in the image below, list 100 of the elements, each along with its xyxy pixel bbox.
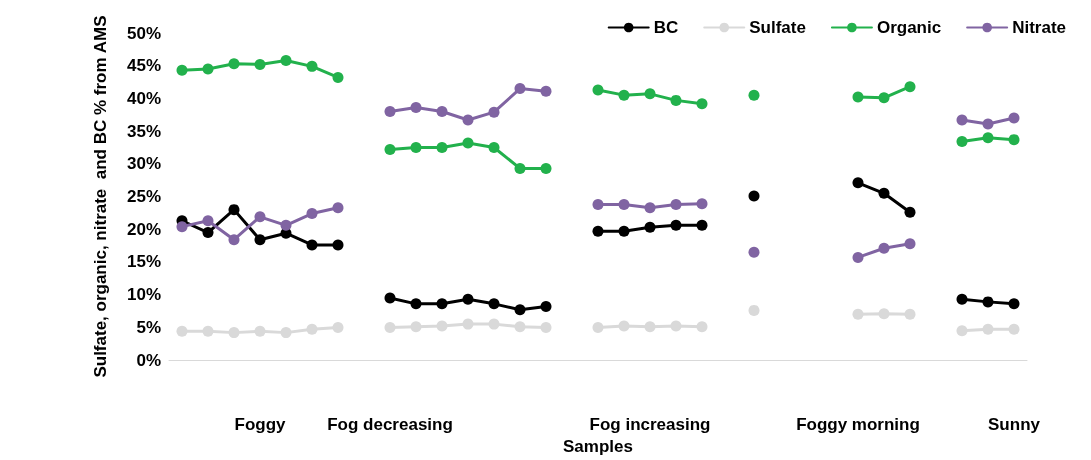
point bbox=[540, 85, 552, 97]
point bbox=[618, 89, 630, 101]
point bbox=[592, 321, 604, 333]
point bbox=[462, 318, 474, 330]
point bbox=[332, 239, 344, 251]
point bbox=[748, 190, 760, 202]
y-tick-label: 40% bbox=[126, 88, 161, 108]
legend-label: Sulfate bbox=[749, 18, 806, 37]
point bbox=[228, 58, 240, 70]
point bbox=[592, 225, 604, 237]
point bbox=[1008, 298, 1020, 310]
point bbox=[696, 198, 708, 210]
point bbox=[670, 94, 682, 106]
point bbox=[384, 143, 396, 155]
point bbox=[202, 63, 214, 75]
y-tick-label: 25% bbox=[126, 187, 161, 207]
point bbox=[280, 54, 292, 66]
point bbox=[462, 114, 474, 126]
point bbox=[540, 321, 552, 333]
point bbox=[852, 251, 864, 263]
point bbox=[176, 221, 188, 233]
point bbox=[644, 88, 656, 100]
point bbox=[254, 211, 266, 223]
point bbox=[228, 204, 240, 216]
point bbox=[254, 234, 266, 246]
point bbox=[904, 81, 916, 93]
point bbox=[618, 320, 630, 332]
point bbox=[410, 298, 422, 310]
y-tick-label: 0% bbox=[136, 350, 161, 370]
point bbox=[1008, 323, 1020, 335]
point bbox=[878, 187, 890, 199]
point bbox=[436, 141, 448, 153]
point bbox=[176, 64, 188, 76]
point bbox=[904, 238, 916, 250]
point bbox=[410, 141, 422, 153]
point bbox=[956, 293, 968, 305]
x-tick-label: Sunny bbox=[988, 415, 1041, 435]
point bbox=[280, 327, 292, 339]
point bbox=[592, 84, 604, 96]
x-tick-label: Fog decreasing bbox=[327, 415, 453, 435]
point bbox=[696, 98, 708, 110]
point bbox=[228, 234, 240, 246]
point bbox=[540, 162, 552, 174]
point bbox=[644, 221, 656, 233]
point bbox=[280, 219, 292, 231]
point bbox=[332, 71, 344, 83]
point bbox=[852, 91, 864, 103]
point bbox=[956, 136, 968, 148]
y-tick-label: 15% bbox=[126, 252, 161, 272]
point bbox=[982, 118, 994, 130]
point bbox=[254, 325, 266, 337]
point bbox=[514, 304, 526, 316]
point bbox=[176, 325, 188, 337]
point bbox=[488, 141, 500, 153]
point bbox=[488, 318, 500, 330]
point bbox=[852, 308, 864, 320]
point bbox=[332, 321, 344, 333]
point bbox=[592, 198, 604, 210]
point bbox=[488, 106, 500, 118]
point bbox=[202, 325, 214, 337]
point bbox=[618, 198, 630, 210]
point bbox=[514, 321, 526, 333]
point bbox=[228, 327, 240, 339]
legend-label: Nitrate bbox=[1012, 18, 1067, 37]
point bbox=[878, 242, 890, 254]
point bbox=[852, 177, 864, 189]
point bbox=[748, 89, 760, 101]
point bbox=[254, 58, 266, 70]
point bbox=[410, 102, 422, 114]
legend-label: BC bbox=[653, 18, 679, 37]
point bbox=[462, 137, 474, 149]
point bbox=[202, 215, 214, 227]
point bbox=[956, 325, 968, 337]
point bbox=[436, 106, 448, 117]
point bbox=[670, 198, 682, 210]
point bbox=[306, 239, 318, 251]
point bbox=[904, 308, 916, 320]
point bbox=[670, 219, 682, 231]
point bbox=[670, 320, 682, 332]
point bbox=[878, 308, 890, 320]
point bbox=[618, 225, 630, 237]
y-tick-label: 35% bbox=[126, 121, 161, 141]
y-tick-label: 50% bbox=[126, 23, 161, 43]
point bbox=[1008, 134, 1020, 146]
point bbox=[306, 323, 318, 335]
y-tick-label: 20% bbox=[126, 219, 161, 239]
y-tick-label: 5% bbox=[136, 317, 161, 337]
point bbox=[384, 292, 396, 304]
y-tick-label: 10% bbox=[126, 285, 161, 305]
point bbox=[748, 304, 760, 316]
point bbox=[982, 323, 994, 335]
point bbox=[748, 246, 760, 258]
point bbox=[644, 321, 656, 333]
point bbox=[514, 83, 526, 95]
point bbox=[878, 92, 890, 104]
point bbox=[436, 298, 448, 310]
y-tick-label: 45% bbox=[126, 56, 161, 76]
point bbox=[956, 114, 968, 126]
point bbox=[904, 206, 916, 218]
point bbox=[306, 208, 318, 220]
